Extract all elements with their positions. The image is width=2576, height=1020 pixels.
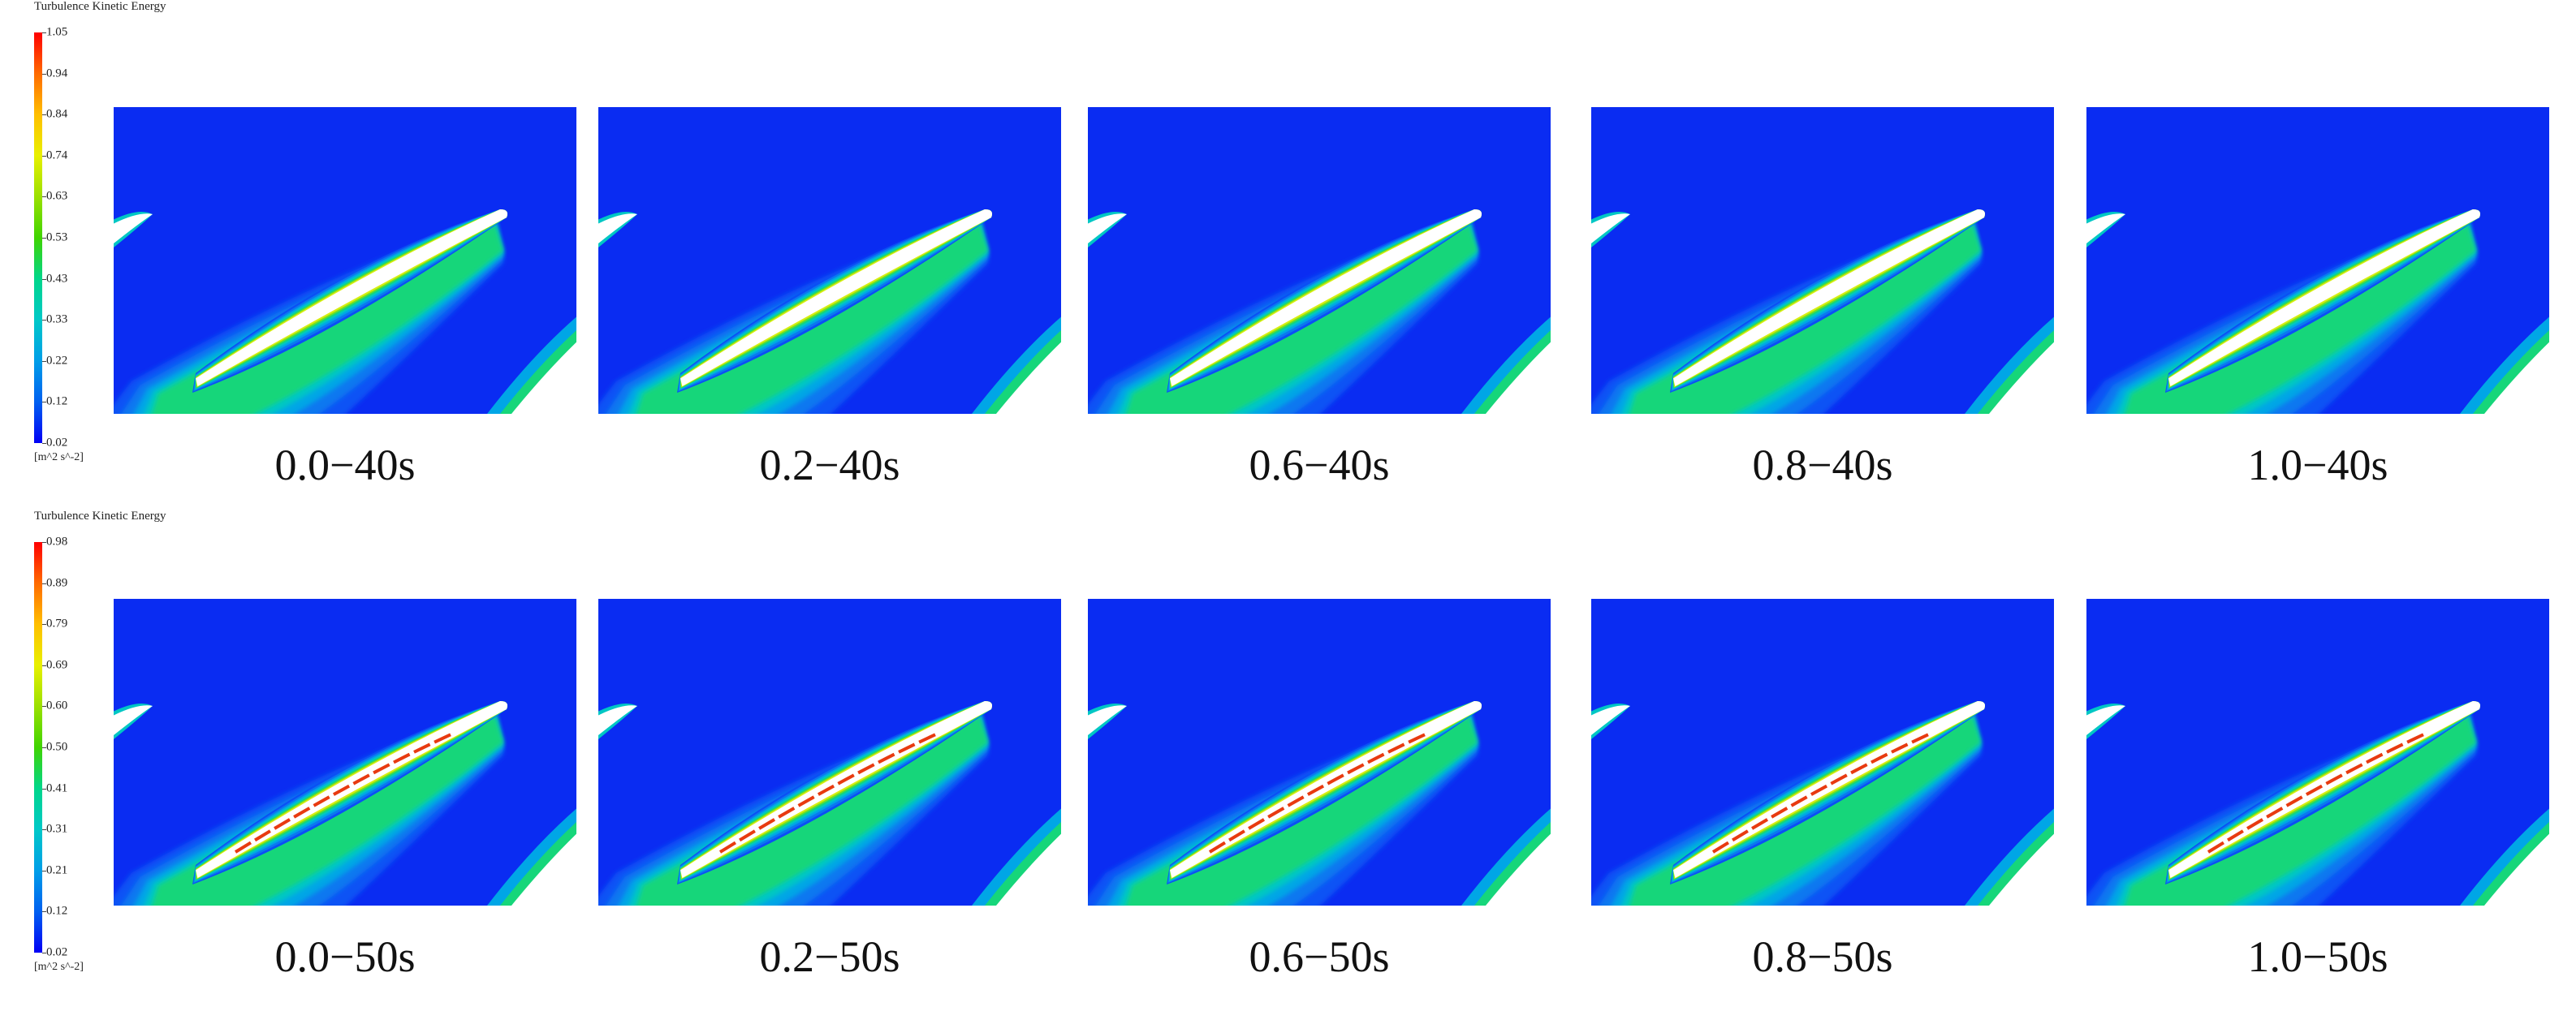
peak-core-line xyxy=(2207,731,2428,854)
blade-contour-band xyxy=(680,209,992,386)
neighbor-blade xyxy=(1989,342,2054,414)
panel-label: 0.0−40s xyxy=(274,441,416,489)
panel-label: 1.0−40s xyxy=(2247,441,2388,489)
contour-plot xyxy=(1088,599,1551,906)
contour-panel xyxy=(114,599,576,906)
neighbor-blade-tip xyxy=(2086,705,2125,736)
tick-label: 0.12 xyxy=(46,904,68,918)
neighbor-blade xyxy=(511,833,576,906)
legend-title: Turbulence Kinetic Energy xyxy=(34,510,166,523)
tick-label: 1.05 xyxy=(46,25,68,39)
contour-plot xyxy=(598,107,1061,414)
neighbor-blade xyxy=(2484,342,2549,414)
panel-label: 0.6−40s xyxy=(1249,441,1390,489)
tick-label: 0.79 xyxy=(46,617,68,631)
contour-plot xyxy=(1591,599,2054,906)
panel-label: 0.2−40s xyxy=(759,441,900,489)
tick-label: 0.98 xyxy=(46,535,68,549)
contour-plot xyxy=(1088,107,1551,414)
legend-title: Turbulence Kinetic Energy xyxy=(34,0,166,13)
tick-label: 0.63 xyxy=(46,189,68,203)
neighbor-blade-tip xyxy=(114,213,153,244)
peak-core-line xyxy=(718,731,940,854)
tick-label: 0.02 xyxy=(46,945,68,959)
neighbor-blade xyxy=(996,342,1061,414)
neighbor-blade-tip xyxy=(114,705,153,736)
neighbor-blade-tip xyxy=(1088,705,1127,736)
tick-label: 0.43 xyxy=(46,272,68,286)
colorbar-legend: Turbulence Kinetic Energy 0.98 0.89 0.79… xyxy=(0,510,166,988)
contour-panel xyxy=(598,107,1061,414)
neighbor-blade xyxy=(1989,833,2054,906)
neighbor-blade-tip xyxy=(1591,213,1630,244)
neighbor-blade xyxy=(1486,833,1551,906)
row-40s: Turbulence Kinetic Energy 1.05 0.94 0.84… xyxy=(0,0,166,479)
colorbar xyxy=(34,32,42,443)
tick-label: 0.94 xyxy=(46,67,68,80)
blade-contour-band xyxy=(1170,209,1482,386)
blade-contour-band xyxy=(2168,209,2480,386)
contour-plot xyxy=(114,599,576,906)
contour-panel xyxy=(114,107,576,414)
contour-panel xyxy=(1088,107,1551,414)
tick-label: 0.22 xyxy=(46,354,68,368)
tick-label: 0.74 xyxy=(46,148,68,162)
contour-panel xyxy=(598,599,1061,906)
panel-label: 0.0−50s xyxy=(274,932,416,981)
neighbor-blade-tip xyxy=(598,213,637,244)
tick-label: 0.69 xyxy=(46,658,68,672)
neighbor-blade xyxy=(996,833,1061,906)
contour-plot xyxy=(2086,599,2549,906)
neighbor-blade xyxy=(2484,833,2549,906)
panel-label: 0.8−40s xyxy=(1752,441,1893,489)
tick-label: 0.21 xyxy=(46,863,68,877)
contour-plot xyxy=(114,107,576,414)
colorbar-legend: Turbulence Kinetic Energy 1.05 0.94 0.84… xyxy=(0,0,166,479)
tick-label: 0.33 xyxy=(46,312,68,326)
panel-label: 0.8−50s xyxy=(1752,932,1893,981)
neighbor-blade xyxy=(511,342,576,414)
neighbor-blade-tip xyxy=(1591,705,1630,736)
contour-plot xyxy=(598,599,1061,906)
peak-core-line xyxy=(1208,731,1430,854)
colorbar xyxy=(34,542,42,953)
tick-label: 0.31 xyxy=(46,822,68,836)
tick-label: 0.41 xyxy=(46,781,68,795)
neighbor-blade-tip xyxy=(2086,213,2125,244)
panel-label: 0.6−50s xyxy=(1249,932,1390,981)
contour-plot xyxy=(1591,107,2054,414)
tick-label: 0.12 xyxy=(46,394,68,408)
panel-label: 0.2−50s xyxy=(759,932,900,981)
contour-panel xyxy=(2086,599,2549,906)
tick-label: 0.89 xyxy=(46,576,68,590)
neighbor-blade-tip xyxy=(1088,213,1127,244)
contour-plot xyxy=(2086,107,2549,414)
legend-unit: [m^2 s^-2] xyxy=(34,961,84,973)
blade-contour-band xyxy=(196,209,507,386)
legend-unit: [m^2 s^-2] xyxy=(34,451,84,463)
tick-label: 0.02 xyxy=(46,436,68,450)
blade-contour-band xyxy=(1673,209,1985,386)
tick-label: 0.84 xyxy=(46,107,68,121)
row-50s: Turbulence Kinetic Energy 0.98 0.89 0.79… xyxy=(0,510,2576,1020)
neighbor-blade-tip xyxy=(598,705,637,736)
tick-label: 0.50 xyxy=(46,740,68,754)
contour-panel xyxy=(1591,107,2054,414)
contour-panel xyxy=(1591,599,2054,906)
tick-label: 0.53 xyxy=(46,230,68,244)
tick-label: 0.60 xyxy=(46,699,68,712)
peak-core-line xyxy=(234,731,455,854)
neighbor-blade xyxy=(1486,342,1551,414)
peak-core-line xyxy=(1711,731,1933,854)
panel-label: 1.0−50s xyxy=(2247,932,2388,981)
contour-panel xyxy=(1088,599,1551,906)
contour-panel xyxy=(2086,107,2549,414)
